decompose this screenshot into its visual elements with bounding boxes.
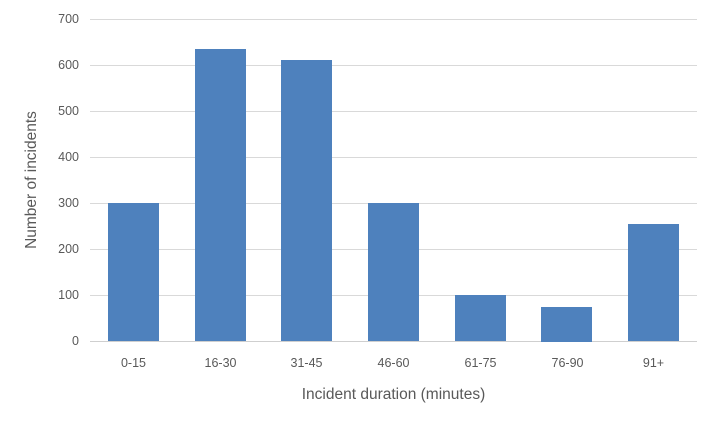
bar-16-30 [195, 49, 246, 341]
bar-31-45 [281, 60, 332, 341]
gridline [90, 65, 697, 66]
x-tick-label: 16-30 [204, 356, 237, 370]
bar-46-60 [368, 203, 419, 341]
y-tick-label: 0 [72, 334, 79, 348]
x-tick-label: 46-60 [377, 356, 410, 370]
gridline [90, 19, 697, 20]
gridline [90, 111, 697, 112]
bar-0-15 [108, 203, 159, 341]
y-tick-label: 300 [58, 196, 79, 210]
x-tick-label: 31-45 [290, 356, 323, 370]
y-tick-label: 100 [58, 288, 79, 302]
bar-61-75 [455, 295, 506, 341]
y-tick-label: 500 [58, 104, 79, 118]
x-tick-label: 0-15 [120, 356, 147, 370]
x-axis-line [90, 341, 697, 342]
x-tick-label: 76-90 [551, 356, 584, 370]
gridline [90, 157, 697, 158]
y-tick-label: 600 [58, 58, 79, 72]
y-tick-label: 200 [58, 242, 79, 256]
x-tick-label: 61-75 [464, 356, 497, 370]
x-axis-title: Incident duration (minutes) [301, 386, 486, 403]
bar-76-90 [541, 307, 592, 342]
x-tick-label: 91+ [642, 356, 665, 370]
y-tick-label: 400 [58, 150, 79, 164]
bar-91+ [628, 224, 679, 341]
y-tick-label: 700 [58, 12, 79, 26]
